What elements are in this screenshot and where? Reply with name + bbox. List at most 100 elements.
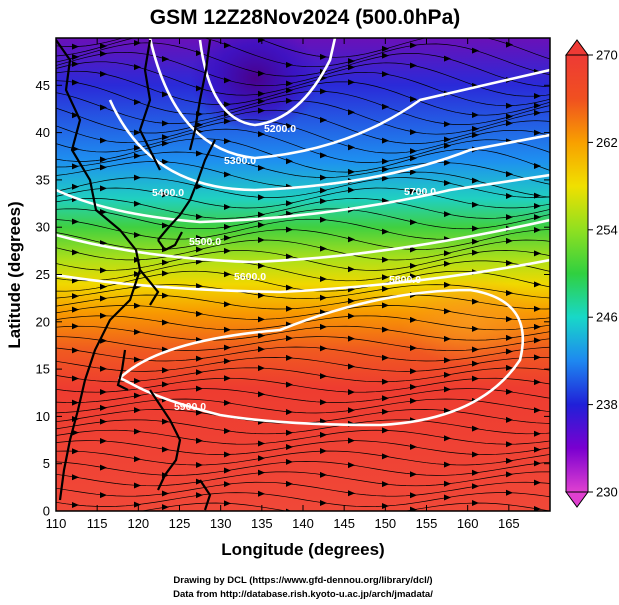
streamline-arrow [472,177,479,184]
y-tick-label: 25 [36,267,50,282]
streamline-arrow [286,429,293,436]
streamline-arrow [162,191,169,198]
streamline-arrow [410,262,417,269]
streamline-arrow [410,344,417,351]
streamline-arrow [134,232,141,239]
colorbar-tick-label: 246 [596,310,618,325]
streamline-arrow [472,346,479,353]
streamline-arrow [134,174,141,181]
streamline-arrow [224,223,231,230]
x-tick-label: 165 [498,516,520,531]
streamline-arrow [162,158,169,165]
streamline-arrow [134,99,141,106]
streamline-arrow [286,253,293,260]
streamline-arrow [100,438,107,445]
streamline-arrow [134,356,141,363]
height-contour-line [56,218,550,264]
streamline-arrow [506,388,513,395]
contour-label: 5500.0 [189,236,221,248]
streamline-arrow [286,210,293,217]
streamline-arrow [258,107,265,114]
streamline-arrow [224,375,231,382]
streamline-arrow [258,440,265,447]
x-tick-label: 130 [210,516,232,531]
streamline-arrow [134,144,141,151]
streamline-arrow [286,123,293,130]
streamline-arrow [224,301,231,308]
streamline-arrow [320,323,327,330]
streamline-arrow [444,142,451,149]
height-contour-line [148,38,550,160]
streamline-arrow [72,183,79,190]
streamline-arrow [72,399,79,406]
streamline-arrow [258,90,265,97]
streamline-arrow [444,494,451,501]
streamline-arrow [100,137,107,144]
streamline-arrow [410,155,417,162]
streamline-arrow [382,326,389,333]
streamline-arrow [320,431,327,438]
streamline-arrow [472,500,479,507]
height-contour-line [117,288,525,427]
streamline-arrow [410,384,417,391]
streamline-arrow [472,112,479,119]
streamline-arrow [286,444,293,451]
streamline-arrow [134,40,141,47]
streamline-arrow [286,97,293,104]
streamline-arrow [320,345,327,352]
y-tick-label: 20 [36,314,50,329]
streamline-arrow [348,64,355,71]
x-tick-label: 155 [416,516,438,531]
streamline-arrow [382,137,389,144]
streamline-arrow [410,169,417,176]
streamline-arrow [348,266,355,273]
x-tick-label: 145 [333,516,355,531]
streamline-arrow [506,489,513,496]
streamline-arrow [286,158,293,165]
streamline-arrow [224,481,231,488]
streamline-arrow [196,369,203,376]
streamline-arrow [348,437,355,444]
streamline-arrow [72,448,79,455]
streamline-arrow [534,250,541,257]
x-tick-label: 135 [251,516,273,531]
streamline-arrow [224,138,231,145]
streamline-arrow [286,226,293,233]
streamline-arrow [534,479,541,486]
streamline-arrow [382,158,389,165]
streamline-arrow [224,344,231,351]
streamline-arrow [72,163,79,170]
streamline-arrow [196,492,203,499]
streamline-arrow [410,471,417,478]
x-tick-label: 120 [127,516,149,531]
streamline-arrow [134,64,141,71]
x-tick-label: 110 [46,516,67,531]
streamline-arrow [72,218,79,225]
x-tick-label: 125 [169,516,191,531]
streamline-arrow [72,429,79,436]
colorbar-tick-label: 270 [596,48,618,63]
streamline-arrow [348,313,355,320]
streamline-arrow [258,98,265,105]
streamline-arrow [506,102,513,109]
streamline-arrow [100,464,107,471]
streamline [56,38,550,60]
colorbar-tick-label: 254 [596,222,618,237]
streamline-arrow [534,92,541,99]
streamline-arrow [196,478,203,485]
streamline-arrow [348,335,355,342]
streamline-arrow [472,325,479,332]
streamline-arrow [320,53,327,60]
streamline-arrow [258,469,265,476]
streamline-arrow [444,281,451,288]
streamline-arrow [444,357,451,364]
streamline-arrow [410,397,417,404]
streamline-arrow [506,260,513,267]
streamline-arrow [134,482,141,489]
streamline-arrow [410,506,417,511]
streamline-arrow [320,373,327,380]
streamline-arrow [444,407,451,414]
streamline-arrow [162,222,169,229]
streamline-arrow [506,237,513,244]
